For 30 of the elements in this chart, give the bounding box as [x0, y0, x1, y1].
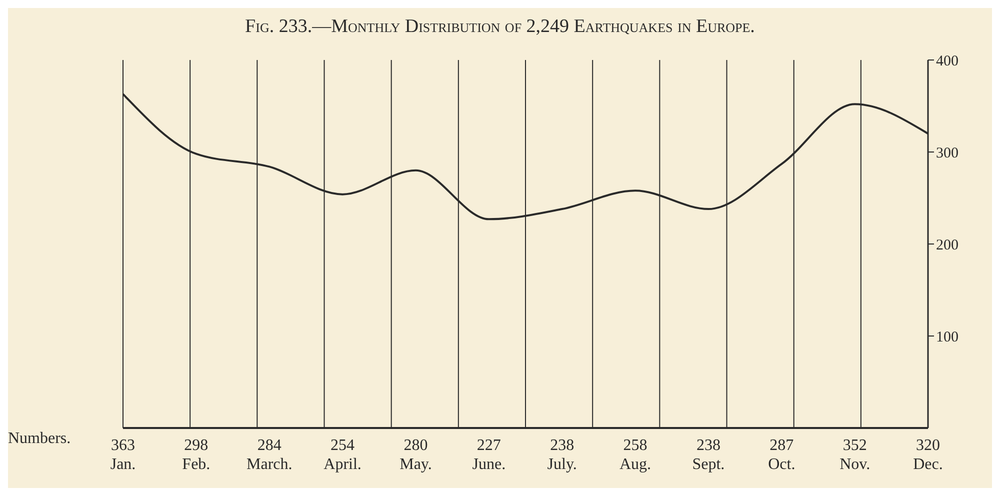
data-label: 238 — [696, 437, 720, 454]
data-label: 254 — [330, 437, 355, 454]
data-label: 298 — [184, 437, 208, 454]
chart-title: Fig. 233.—Monthly Distribution of 2,249 Earthquakes in Europe. — [244, 16, 756, 38]
data-label: 238 — [550, 437, 574, 454]
y-tick-label: 100 — [936, 329, 958, 346]
x-tick-label: Nov. — [840, 456, 870, 473]
data-label: 287 — [770, 437, 794, 454]
data-label: 363 — [111, 437, 135, 454]
x-tick-label: July. — [547, 456, 577, 473]
text: Numbers. — [8, 430, 71, 448]
data-label: 258 — [623, 437, 648, 454]
x-tick-label: Aug. — [619, 456, 652, 473]
data-label: 227 — [476, 437, 501, 454]
data-label: 352 — [842, 437, 867, 454]
x-tick-label: Jan. — [110, 456, 136, 473]
x-tick-label: April. — [324, 456, 362, 473]
x-tick-label: Dec. — [913, 456, 943, 473]
x-tick-label: May. — [400, 456, 432, 473]
x-tick-label: Feb. — [182, 456, 210, 473]
data-label: 284 — [257, 437, 282, 454]
y-tick-label: 300 — [936, 145, 958, 162]
data-label: 320 — [916, 437, 940, 454]
y-tick-label: 200 — [936, 237, 958, 254]
data-label: 280 — [404, 437, 428, 454]
x-tick-label: Sept. — [692, 456, 725, 473]
y-tick-label: 400 — [936, 53, 958, 70]
x-tick-label: June. — [472, 456, 506, 473]
x-tick-label: March. — [246, 456, 292, 473]
x-tick-label: Oct. — [768, 456, 796, 473]
